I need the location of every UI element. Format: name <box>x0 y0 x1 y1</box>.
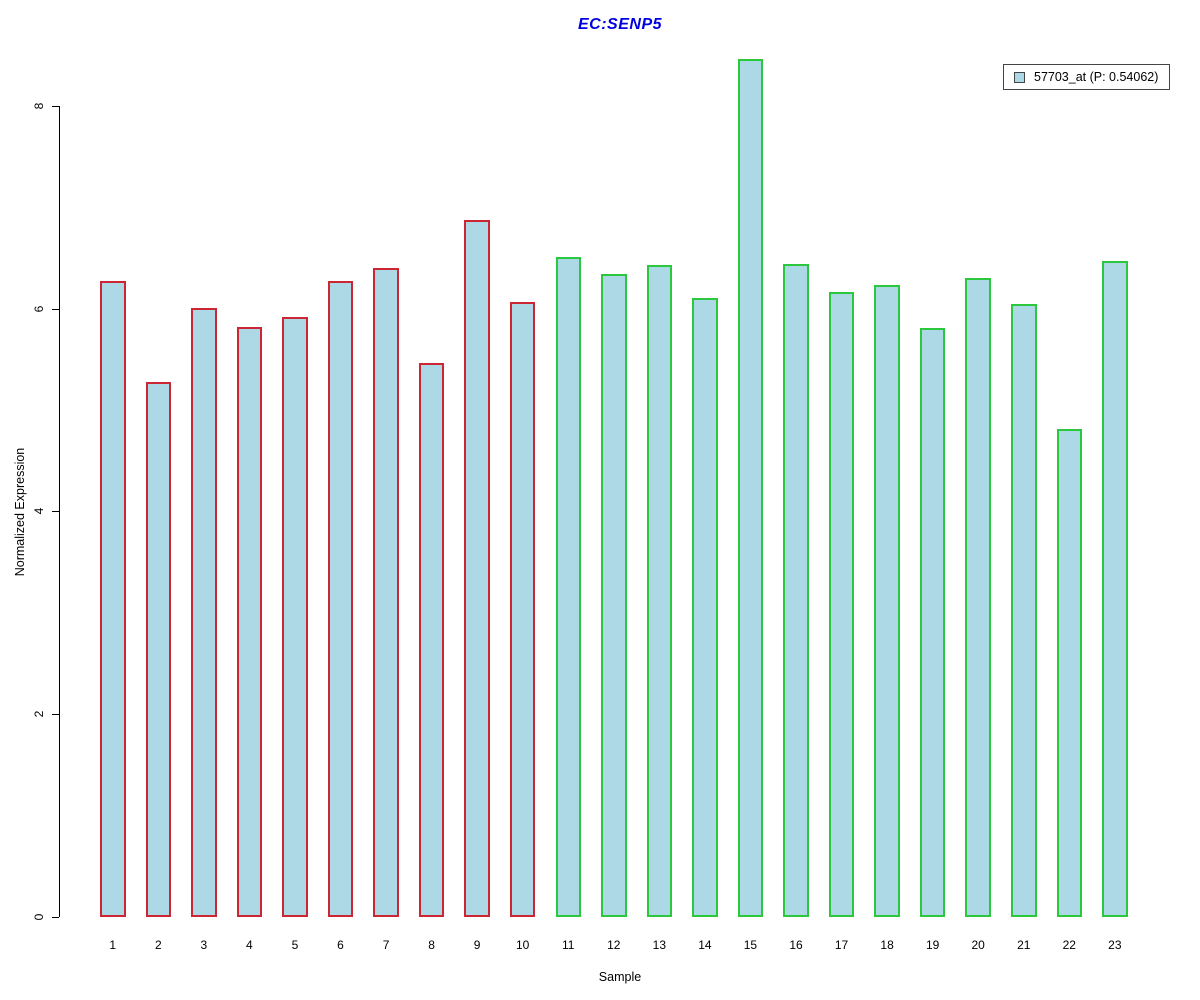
bar-sample-8 <box>418 363 445 917</box>
bar-sample-9 <box>464 220 490 917</box>
x-tick-label: 1 <box>109 938 117 952</box>
bar-sample-2 <box>145 382 172 917</box>
x-tick-label: 17 <box>834 938 849 952</box>
x-tick-label: 20 <box>971 938 985 952</box>
x-tick-label: 19 <box>925 938 940 952</box>
x-tick-label: 18 <box>880 938 894 952</box>
bar-sample-6 <box>327 281 354 917</box>
x-tick-label: 15 <box>743 938 758 952</box>
y-tick-label: 0 <box>32 913 46 921</box>
bar-sample-21 <box>1011 304 1037 917</box>
x-axis-title: Sample <box>598 970 642 984</box>
y-tick-mark <box>52 511 59 513</box>
y-tick-label: 2 <box>32 710 46 718</box>
x-tick-label: 22 <box>1062 938 1076 952</box>
bar-sample-4 <box>236 327 263 917</box>
x-tick-label: 2 <box>154 938 162 952</box>
chart-title: EC:SENP5 <box>577 16 663 33</box>
y-axis-line <box>59 105 60 917</box>
x-tick-label: 6 <box>337 938 344 952</box>
y-tick-label: 4 <box>32 508 46 515</box>
x-tick-label: 3 <box>200 938 208 952</box>
x-tick-label: 9 <box>473 938 481 952</box>
bar-sample-16 <box>783 264 809 917</box>
y-tick-label: 6 <box>32 305 46 312</box>
legend-label: 57703_at (P: 0.54062) <box>1034 70 1159 84</box>
x-tick-label: 13 <box>652 938 667 952</box>
x-tick-label: 10 <box>516 938 530 952</box>
y-tick-mark <box>52 917 59 918</box>
bar-sample-14 <box>692 298 718 917</box>
bar-sample-3 <box>191 308 217 917</box>
bar-sample-22 <box>1056 429 1083 917</box>
x-tick-label: 23 <box>1108 938 1122 952</box>
bar-sample-23 <box>1102 261 1128 917</box>
x-tick-label: 4 <box>246 938 253 952</box>
bar-sample-15 <box>737 59 764 917</box>
bar-sample-18 <box>874 285 900 917</box>
legend-swatch-icon <box>1014 71 1025 83</box>
x-tick-label: 7 <box>382 938 390 952</box>
x-tick-label: 16 <box>789 938 803 952</box>
x-tick-label: 21 <box>1017 938 1031 952</box>
bar-sample-7 <box>373 268 399 917</box>
x-tick-label: 11 <box>562 938 575 952</box>
y-tick-label: 8 <box>32 102 46 110</box>
y-tick-mark <box>52 714 59 716</box>
bar-sample-19 <box>919 328 946 917</box>
x-tick-label: 12 <box>607 938 621 952</box>
legend: 57703_at (P: 0.54062) <box>1003 64 1171 90</box>
bar-sample-17 <box>828 292 855 917</box>
bar-sample-1 <box>100 281 126 917</box>
y-tick-mark <box>52 105 59 107</box>
bar-sample-11 <box>555 257 581 917</box>
bar-sample-13 <box>646 265 673 917</box>
x-tick-label: 5 <box>291 938 299 952</box>
bar-sample-12 <box>601 274 627 917</box>
y-axis-title: Normalized Expression <box>13 447 27 577</box>
bar-sample-10 <box>509 302 536 917</box>
bar-sample-20 <box>965 278 991 917</box>
bar-sample-5 <box>282 317 308 917</box>
x-tick-label: 8 <box>428 938 435 952</box>
x-tick-label: 14 <box>698 938 712 952</box>
y-tick-mark <box>52 308 59 310</box>
